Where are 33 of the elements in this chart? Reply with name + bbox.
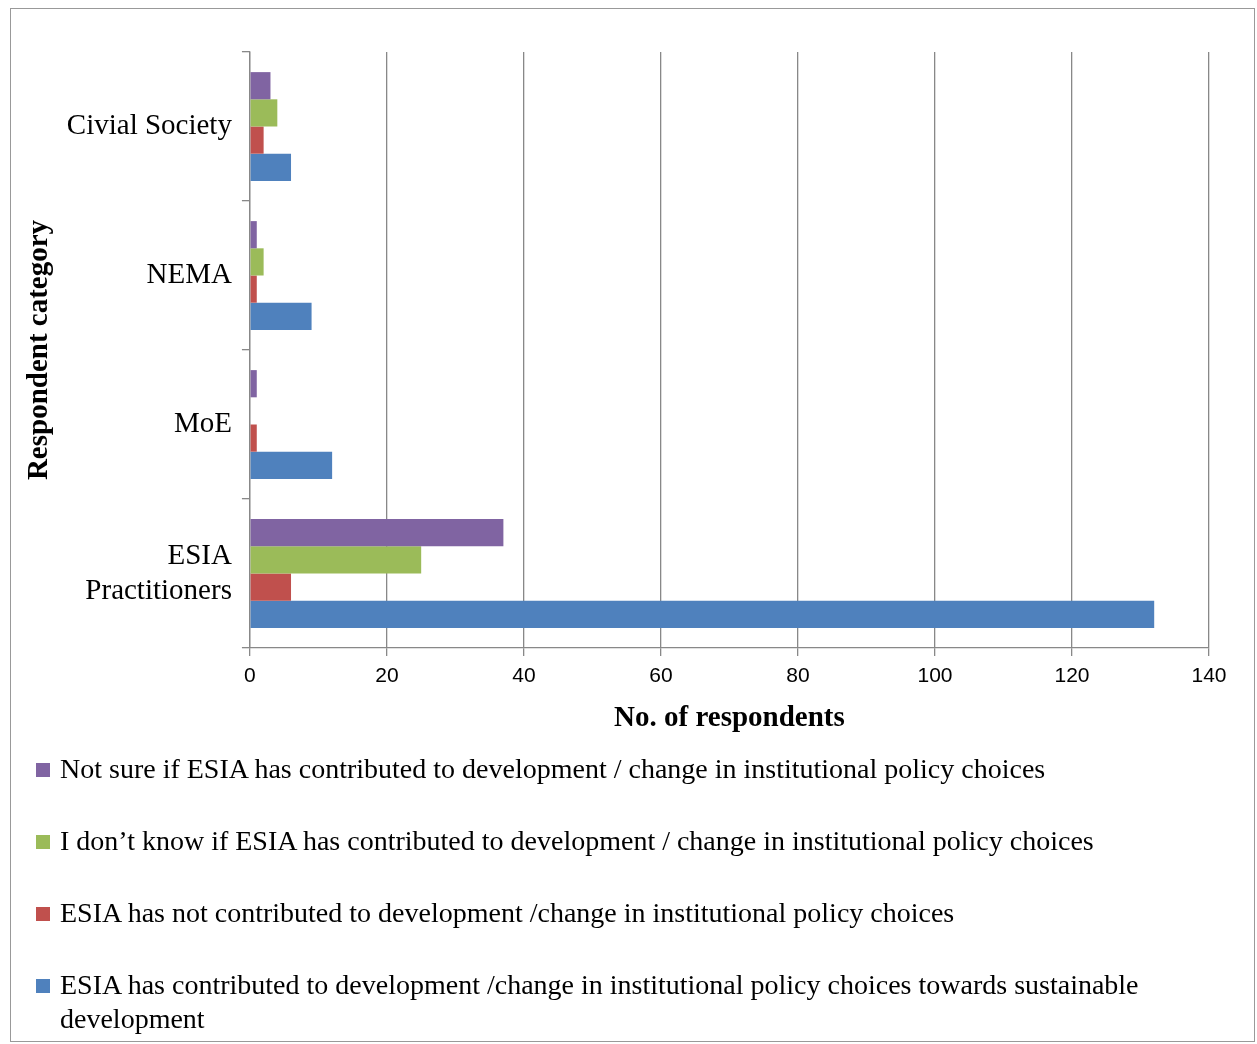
legend-label: ESIA has contributed to development /change in institutional policy choices towards sustainable development xyxy=(60,968,1140,1036)
y-axis-title: Respondent category xyxy=(20,219,53,481)
y-tick-label: Civial Society xyxy=(66,108,233,141)
y-tick-label: ESIA Practitioners xyxy=(85,537,232,605)
x-tick-label: 0 xyxy=(244,663,256,687)
bar xyxy=(250,302,312,330)
bar xyxy=(250,451,333,479)
x-axis-title: No. of respondents xyxy=(614,700,845,733)
x-tick-label: 140 xyxy=(1191,663,1227,687)
x-tick-label: 20 xyxy=(375,663,399,687)
legend-label: I don’t know if ESIA has contributed to development / change in institutional policy choices xyxy=(60,824,1094,858)
legend-label: ESIA has not contributed to development /change in institutional policy choices xyxy=(60,896,955,930)
bar xyxy=(250,221,257,249)
legend-label: Not sure if ESIA has contributed to development / change in institutional policy choices xyxy=(60,752,1046,786)
y-tick-label: NEMA xyxy=(146,257,232,290)
bar xyxy=(250,275,257,303)
bar xyxy=(250,370,257,398)
bar xyxy=(250,153,292,181)
bar xyxy=(250,72,271,100)
bar xyxy=(250,248,264,276)
x-tick-label: 120 xyxy=(1054,663,1090,687)
bar xyxy=(250,573,292,601)
bar xyxy=(250,546,422,574)
bar xyxy=(250,519,504,547)
y-tick-label: MoE xyxy=(173,406,232,439)
bar xyxy=(250,126,264,154)
x-tick-label: 100 xyxy=(917,663,953,687)
bar xyxy=(250,600,1155,628)
x-tick-label: 80 xyxy=(786,663,810,687)
x-tick-label: 40 xyxy=(512,663,536,687)
bar xyxy=(250,99,278,127)
x-tick-label: 60 xyxy=(649,663,673,687)
bar xyxy=(250,424,257,452)
